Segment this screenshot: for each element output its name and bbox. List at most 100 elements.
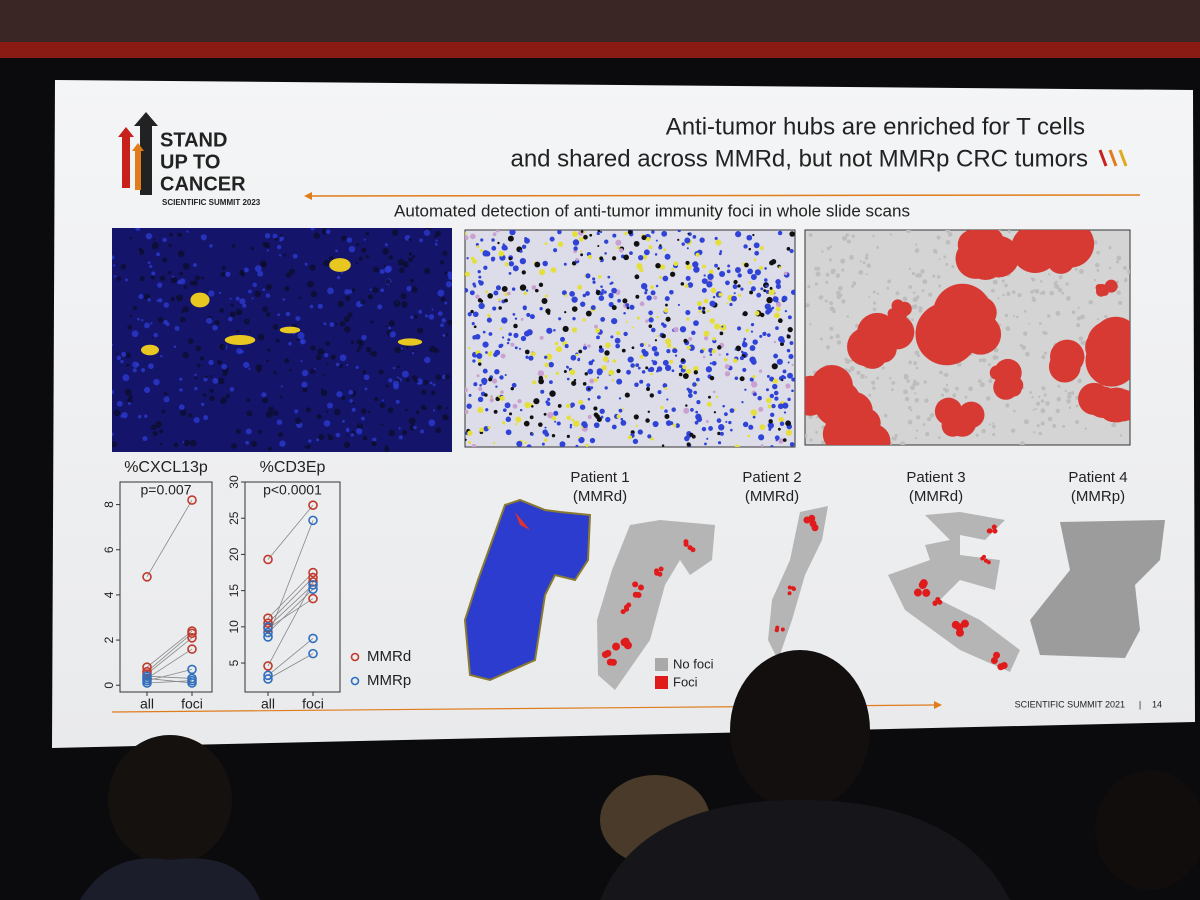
texture-dot [677,230,681,233]
texture-dot [435,230,441,237]
texture-dot [508,256,512,261]
texture-dot [1020,441,1025,445]
pair-line [267,520,314,638]
texture-dot [402,430,408,436]
texture-dot [1068,406,1072,410]
texture-dot [503,245,508,251]
texture-dot [604,239,609,244]
texture-dot [756,292,762,298]
texture-dot [325,229,331,235]
texture-dot [774,312,780,319]
texture-dot [599,256,604,261]
texture-dot [570,354,577,361]
texture-dot [724,412,728,417]
texture-dot [1039,280,1043,283]
texture-dot [655,284,659,288]
texture-dot [649,393,655,398]
texture-dot [624,392,630,398]
texture-dot [703,330,710,337]
texture-dot [344,289,350,295]
texture-dot [677,303,680,307]
logo-arrow [118,127,134,188]
texture-dot [647,367,652,372]
texture-dot [1093,240,1098,245]
texture-dot [550,267,557,273]
texture-dot [179,377,183,381]
texture-dot [849,255,854,260]
texture-dot [750,323,755,327]
texture-dot [442,333,446,337]
texture-dot [876,292,880,295]
texture-dot [835,273,841,278]
texture-dot [137,414,142,419]
texture-dot [651,345,658,352]
texture-dot [493,290,499,296]
texture-dot [388,429,396,437]
texture-dot [532,380,537,385]
texture-dot [1116,280,1119,284]
texture-dot [358,345,362,350]
texture-dot [847,369,852,373]
texture-dot [601,288,605,292]
texture-dot [195,345,202,352]
texture-dot [872,301,877,305]
texture-dot [753,392,757,397]
texture-dot [1023,419,1029,425]
texture-dot [599,230,603,234]
texture-dot [420,429,425,434]
texture-dot [916,295,920,299]
dot [263,618,273,629]
texture-dot [829,301,833,306]
texture-dot [167,271,172,275]
texture-dot [748,247,752,251]
texture-dot [566,366,570,369]
texture-dot [644,291,648,295]
texture-dot [163,302,170,308]
texture-dot [579,404,586,410]
texture-dot [361,247,367,253]
texture-dot [717,441,722,445]
foci-spot [654,568,660,574]
decor [1098,149,1108,167]
texture-dot [582,293,587,298]
texture-dot [912,382,917,387]
texture-dot [623,331,628,337]
texture-dot [708,269,714,275]
foci-spot [780,627,785,632]
texture-dot [686,387,690,391]
texture-dot [411,375,418,381]
texture-dot [651,327,656,333]
texture-dot [435,427,442,434]
texture-dot [633,414,639,420]
texture-dot [886,286,890,290]
texture-dot [709,300,716,307]
texture-dot [466,257,469,260]
texture-dot [781,379,784,382]
texture-dot [634,274,640,280]
texture-dot [163,319,168,325]
texture-dot [636,262,643,270]
texture-dot [212,377,219,384]
texture-dot [674,354,678,357]
texture-dot [194,275,200,281]
texture-dot [992,422,995,425]
texture-dot [413,314,418,319]
texture-dot [546,353,553,360]
texture-dot [1047,416,1053,422]
texture-dot [903,389,908,395]
texture-dot [1012,409,1016,413]
texture-dot [510,342,515,347]
texture-dot [302,387,308,393]
texture-dot [693,266,700,273]
texture-dot [472,352,477,356]
texture-dot [602,356,609,362]
texture-dot [169,232,173,237]
texture-dot [144,414,148,418]
pair-line [267,638,314,676]
texture-dot [809,323,812,326]
texture-dot [266,359,269,363]
texture-dot [549,390,556,397]
texture-dot [161,409,166,414]
texture-dot [120,359,124,364]
texture-dot [324,353,329,358]
